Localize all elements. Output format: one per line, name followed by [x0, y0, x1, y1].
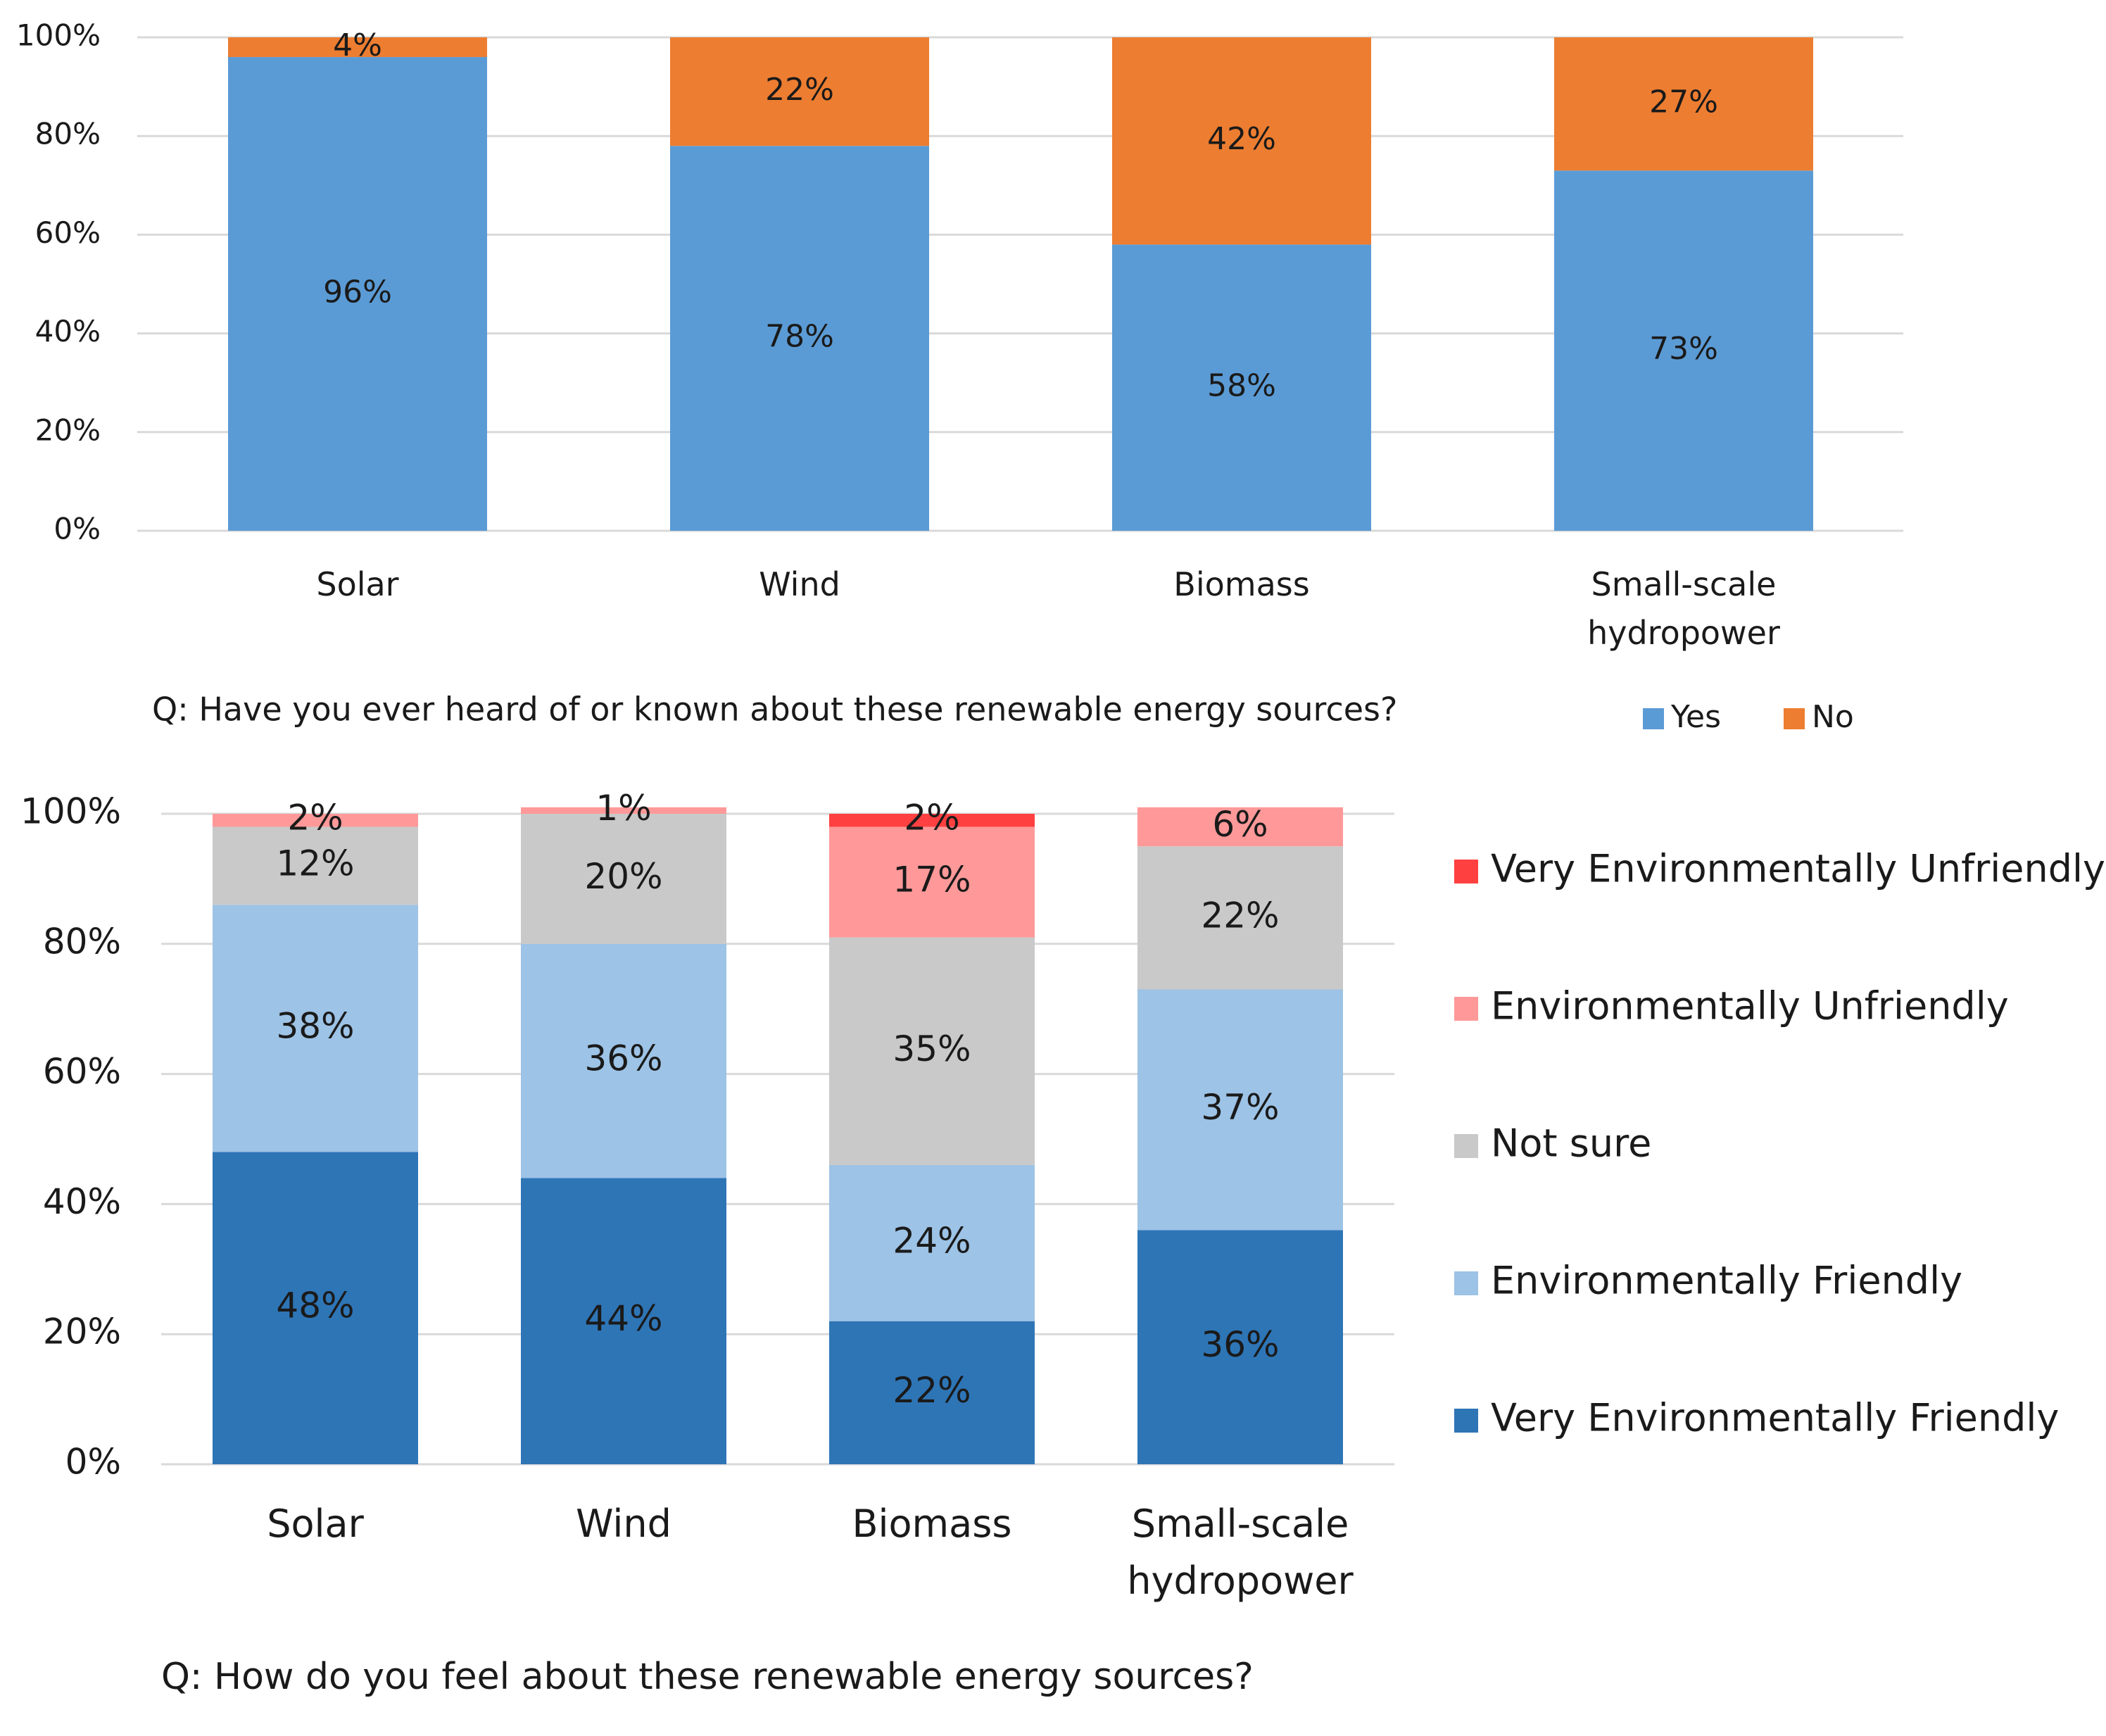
value-label: 17%	[893, 860, 971, 900]
value-label: 24%	[893, 1220, 971, 1261]
caption: Q: Have you ever heard of or known about…	[152, 691, 1397, 729]
y-tick-label: 0%	[53, 512, 101, 546]
value-label: 58%	[1207, 368, 1276, 404]
legend-label: Environmentally Friendly	[1491, 1259, 1962, 1303]
bar-segment	[1112, 244, 1371, 531]
x-tick-label: Solar	[316, 565, 399, 603]
value-label: 44%	[584, 1298, 662, 1339]
value-label: 20%	[584, 856, 662, 897]
value-label: 4%	[333, 27, 382, 63]
bar-segment	[521, 943, 726, 1178]
bar-segment	[521, 1178, 726, 1464]
bar-segment	[228, 37, 487, 58]
x-tick-label: Biomass	[852, 1502, 1012, 1546]
y-tick-label: 100%	[16, 18, 101, 53]
legend-swatch	[1643, 708, 1664, 729]
legend-label: No	[1812, 699, 1854, 735]
bar-segment	[1554, 170, 1813, 531]
value-label: 36%	[1201, 1324, 1279, 1365]
bar-segment	[1554, 37, 1813, 171]
x-tick-label: Biomass	[1173, 565, 1310, 603]
bar-segment	[670, 146, 929, 532]
y-tick-label: 40%	[43, 1181, 121, 1222]
bar-segment	[213, 1152, 418, 1464]
bar-segment	[829, 1164, 1035, 1321]
value-label: 96%	[323, 275, 392, 310]
value-label: 37%	[1201, 1087, 1279, 1128]
value-label: 36%	[584, 1038, 662, 1079]
x-tick-label: Small-scale hydropower	[1587, 565, 1780, 652]
bar-segment	[1137, 807, 1343, 847]
value-label: 42%	[1207, 121, 1276, 157]
value-label: 38%	[276, 1005, 354, 1046]
bar-segment	[213, 814, 418, 827]
legend-label: Very Environmentally Unfriendly	[1491, 847, 2105, 891]
legend-swatch	[1454, 1409, 1478, 1433]
y-tick-label: 100%	[20, 791, 121, 832]
y-tick-label: 80%	[43, 921, 121, 962]
bar-segment	[670, 37, 929, 146]
legend-label: Not sure	[1491, 1121, 1651, 1166]
x-tick-label: Wind	[759, 565, 840, 603]
bar-segment	[1137, 989, 1343, 1231]
value-label: 12%	[276, 843, 354, 883]
legend-label: Yes	[1670, 699, 1721, 735]
value-label: 78%	[765, 319, 834, 355]
bar-segment	[521, 807, 726, 814]
value-label: 6%	[1212, 804, 1268, 845]
y-tick-label: 0%	[65, 1442, 121, 1483]
y-tick-label: 20%	[35, 413, 101, 447]
y-tick-label: 20%	[43, 1312, 121, 1352]
value-label: 27%	[1649, 84, 1718, 120]
bar-segment	[521, 814, 726, 944]
legend-label: Environmentally Unfriendly	[1491, 984, 2009, 1029]
value-label: 22%	[765, 72, 834, 108]
value-label: 2%	[287, 798, 343, 838]
y-tick-label: 80%	[35, 117, 101, 151]
y-tick-label: 60%	[35, 215, 101, 250]
value-label: 1%	[595, 788, 651, 829]
value-label: 22%	[893, 1370, 971, 1411]
bar-segment	[829, 826, 1035, 938]
bar-segment	[1112, 37, 1371, 245]
value-label: 35%	[893, 1029, 971, 1069]
x-tick-label: Small-scale hydropower	[1127, 1502, 1354, 1603]
value-label: 48%	[276, 1285, 354, 1326]
legend-swatch	[1454, 860, 1478, 883]
legend-swatch	[1454, 1271, 1478, 1295]
value-label: 73%	[1649, 331, 1718, 367]
value-label: 2%	[904, 798, 959, 838]
caption: Q: How do you feel about these renewable…	[161, 1656, 1254, 1698]
x-tick-label: Solar	[267, 1502, 364, 1546]
bar-segment	[1137, 1230, 1343, 1464]
legend-swatch	[1784, 708, 1805, 729]
bar-segment	[213, 905, 418, 1152]
bar-segment	[213, 826, 418, 905]
x-tick-label: Wind	[576, 1502, 671, 1546]
bar-segment	[1137, 846, 1343, 990]
bar-segment	[829, 937, 1035, 1165]
y-tick-label: 40%	[35, 314, 101, 348]
legend-swatch	[1454, 1134, 1478, 1158]
bar-segment	[829, 814, 1035, 827]
bar-segment	[829, 1321, 1035, 1464]
legend-label: Very Environmentally Friendly	[1491, 1396, 2059, 1440]
y-tick-label: 60%	[43, 1051, 121, 1092]
value-label: 22%	[1201, 895, 1279, 936]
legend-swatch	[1454, 997, 1478, 1021]
bar-segment	[228, 57, 487, 532]
